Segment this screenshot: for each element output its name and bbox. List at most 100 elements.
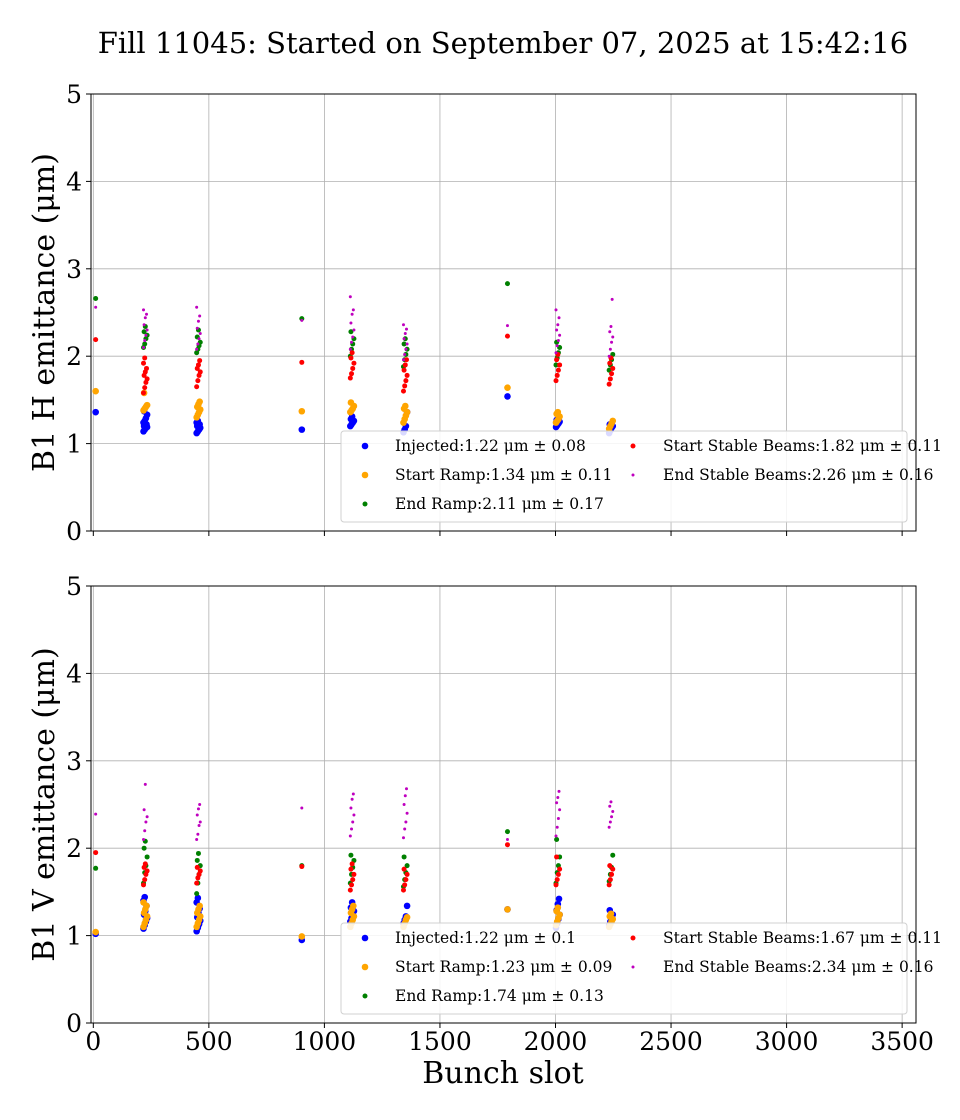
data-point	[504, 842, 510, 848]
legend-marker	[362, 501, 368, 507]
data-point	[403, 378, 409, 384]
data-point	[350, 365, 356, 371]
legend-marker	[630, 935, 636, 941]
data-point	[608, 820, 612, 824]
data-point	[351, 308, 355, 312]
data-point	[404, 347, 408, 351]
data-point	[140, 899, 147, 906]
x-tick-label: 1000	[293, 1027, 357, 1056]
data-point	[350, 797, 354, 801]
data-point	[93, 296, 99, 302]
data-point	[142, 808, 146, 812]
data-point	[557, 362, 563, 368]
data-point	[141, 893, 149, 901]
data-point	[349, 861, 355, 867]
data-point	[555, 344, 559, 348]
data-point	[403, 794, 407, 798]
y-tick-label: 5	[66, 80, 82, 109]
data-point	[401, 866, 407, 872]
series-3-points	[93, 281, 616, 373]
data-point	[195, 378, 201, 384]
data-point	[349, 321, 353, 325]
data-point	[347, 887, 353, 893]
data-point	[298, 933, 306, 940]
data-point	[606, 381, 612, 387]
data-point	[196, 832, 200, 836]
data-point	[348, 852, 354, 858]
data-point	[556, 338, 560, 342]
y-tick-label: 1	[66, 430, 82, 459]
data-point	[401, 836, 405, 840]
data-point	[142, 861, 148, 867]
data-point	[195, 305, 199, 309]
data-point	[607, 360, 613, 366]
legend-entry: Start Ramp:1.34 μm ± 0.11	[395, 466, 612, 484]
data-point	[611, 809, 615, 813]
data-point	[143, 829, 147, 833]
data-point	[145, 328, 149, 332]
y-tick-label: 5	[66, 572, 82, 601]
data-point	[607, 376, 613, 382]
legend-marker	[361, 471, 369, 479]
data-point	[553, 378, 559, 384]
data-point	[610, 365, 616, 371]
data-point	[141, 845, 147, 851]
legend-entry: Injected:1.22 μm ± 0.1	[395, 929, 576, 947]
data-point	[145, 815, 149, 819]
data-point	[554, 854, 560, 860]
data-point	[347, 375, 353, 381]
data-point	[352, 328, 356, 332]
data-point	[194, 880, 200, 886]
data-point	[350, 827, 354, 831]
legend-entry: End Ramp:1.74 μm ± 0.13	[395, 987, 604, 1005]
x-tick-label: 0	[85, 1027, 101, 1056]
series-4-points	[93, 333, 616, 396]
data-point	[610, 815, 614, 819]
data-point	[608, 347, 612, 351]
data-point	[143, 401, 151, 409]
data-point	[349, 371, 355, 377]
data-point	[402, 803, 406, 806]
x-tick-label: 1500	[408, 1027, 472, 1056]
data-point	[401, 854, 407, 860]
data-point	[555, 367, 561, 373]
data-point	[144, 376, 150, 382]
data-point	[351, 792, 355, 796]
data-point	[555, 825, 559, 829]
legend-marker	[361, 963, 369, 971]
data-point	[607, 877, 613, 883]
data-point	[94, 812, 98, 816]
data-point	[401, 341, 407, 347]
legend-entry: End Stable Beams:2.26 μm ± 0.16	[663, 466, 933, 484]
data-point	[553, 882, 559, 888]
data-point	[555, 895, 563, 903]
data-point	[197, 369, 203, 375]
data-point	[142, 877, 148, 883]
y-tick-label: 3	[66, 255, 82, 284]
data-point	[198, 820, 202, 824]
x-tick-label: 3000	[755, 1027, 819, 1056]
data-point	[194, 891, 200, 897]
data-point	[351, 360, 357, 366]
data-point	[610, 866, 616, 872]
data-point	[404, 787, 408, 791]
data-point	[195, 837, 199, 841]
data-point	[348, 355, 354, 361]
data-point	[555, 328, 559, 332]
data-point	[405, 342, 409, 346]
data-point	[350, 312, 354, 316]
data-point	[142, 355, 148, 361]
data-point	[404, 820, 408, 824]
legend-entry: Start Stable Beams:1.82 μm ± 0.11	[663, 437, 942, 455]
data-point	[143, 782, 147, 786]
data-point	[141, 390, 147, 396]
data-point	[504, 906, 511, 913]
legend-marker	[631, 473, 635, 477]
data-point	[557, 866, 563, 872]
data-point	[144, 333, 148, 337]
data-point	[350, 877, 356, 883]
data-point	[194, 857, 200, 863]
data-point	[141, 882, 147, 888]
data-point	[144, 868, 150, 874]
data-point	[351, 335, 355, 339]
